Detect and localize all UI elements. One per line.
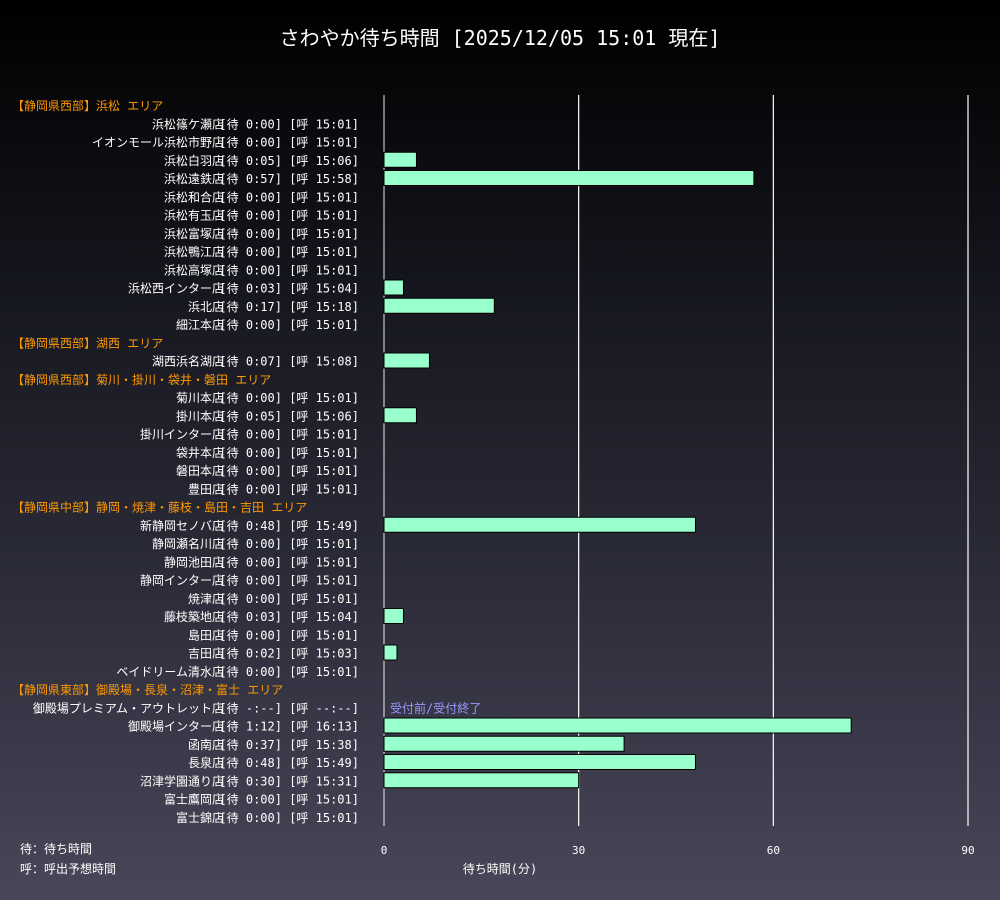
store-name: 掛川インター店 <box>140 427 224 442</box>
store-name: 浜松富塚店 <box>164 226 224 241</box>
store-wait-info: [待 0:00] [呼 15:01] <box>219 482 359 496</box>
store-wait-info: [待 0:00] [呼 15:01] <box>219 391 359 405</box>
chart-title: さわやか待ち時間 [2025/12/05 15:01 現在] <box>279 26 721 50</box>
x-tick-label-60: 60 <box>767 844 780 857</box>
store-name: 掛川本店 <box>176 408 224 423</box>
bar <box>383 516 696 533</box>
legend-wait: 待：待ち時間 <box>20 842 93 856</box>
store-name: 浜松和合店 <box>164 189 224 204</box>
store-name: 静岡池田店 <box>164 555 224 569</box>
legend-call: 呼：呼出予想時間 <box>20 862 117 876</box>
store-wait-info: [待 0:03] [呼 15:04] <box>219 282 359 296</box>
store-name: ベイドリーム清水店 <box>116 665 224 679</box>
store-name: 浜松有玉店 <box>164 209 224 223</box>
bar <box>383 170 755 186</box>
store-wait-info: [待 0:00] [呼 15:01] <box>219 136 359 150</box>
store-wait-info: [待 0:00] [呼 15:01] <box>219 793 359 807</box>
store-wait-info: [待 0:05] [呼 15:06] <box>219 154 359 168</box>
store-wait-info: [待 0:00] [呼 15:01] <box>219 555 359 569</box>
bar <box>383 644 398 661</box>
store-wait-info: [待 0:48] [呼 15:49] <box>219 519 359 533</box>
store-wait-info: [待 0:17] [呼 15:18] <box>219 300 359 314</box>
store-name: 吉田店 <box>188 647 224 661</box>
store-name: 静岡インター店 <box>140 574 224 588</box>
store-name: 富士錦店 <box>176 810 224 825</box>
store-wait-info: [待 0:00] [呼 15:01] <box>219 811 359 825</box>
store-name: 静岡瀬名川店 <box>152 536 224 551</box>
store-wait-info: [待 0:00] [呼 15:01] <box>219 117 359 131</box>
x-tick-label-0: 0 <box>381 844 388 857</box>
area-header: 【静岡県東部】御殿場・長泉・沼津・富士 エリア <box>12 682 283 697</box>
store-name: 御殿場インター店 <box>128 719 224 734</box>
area-header: 【静岡県西部】湖西 エリア <box>12 335 163 350</box>
bar <box>383 279 404 296</box>
store-wait-info: [待 0:00] [呼 15:01] <box>219 428 359 442</box>
store-wait-info: [待 0:48] [呼 15:49] <box>219 756 359 770</box>
store-name: 函南店 <box>188 737 224 752</box>
store-wait-info: [待 0:00] [呼 15:01] <box>219 574 359 588</box>
store-name: 浜松篠ケ瀬店 <box>152 116 224 131</box>
bar <box>383 297 495 314</box>
x-axis-label: 待ち時間(分) <box>462 862 538 876</box>
bar <box>383 608 404 624</box>
store-wait-info: [待 0:00] [呼 15:01] <box>219 665 359 679</box>
area-header: 【静岡県西部】菊川・掛川・袋井・磐田 エリア <box>12 372 271 387</box>
bar <box>383 772 580 789</box>
store-name: 藤枝築地店 <box>164 609 224 624</box>
store-wait-info: [待 0:00] [呼 15:01] <box>219 592 359 606</box>
bar <box>383 754 696 770</box>
store-name: 豊田店 <box>188 482 224 496</box>
store-wait-info: [待 0:07] [呼 15:08] <box>219 355 359 369</box>
store-wait-info: [待 0:00] [呼 15:01] <box>219 190 359 204</box>
store-name: 御殿場プレミアム・アウトレット店 <box>33 700 224 715</box>
store-name: 焼津店 <box>188 592 224 606</box>
area-header: 【静岡県西部】浜松 エリア <box>12 98 163 113</box>
store-wait-info: [待 -:--] [呼 --:--] <box>219 701 359 715</box>
store-name: 浜松鴨江店 <box>164 245 224 259</box>
store-wait-info: [待 0:02] [呼 15:03] <box>219 647 359 661</box>
bar <box>383 352 430 369</box>
store-wait-info: [待 0:57] [呼 15:58] <box>219 172 359 186</box>
area-header: 【静岡県中部】静岡・焼津・藤枝・島田・吉田 エリア <box>12 500 307 515</box>
bar <box>383 717 852 734</box>
store-name: 浜松白羽店 <box>164 153 224 168</box>
store-wait-info: [待 0:00] [呼 15:01] <box>219 263 359 277</box>
store-name: 浜松遠鉄店 <box>164 171 224 186</box>
store-name: 浜松西インター店 <box>128 282 224 296</box>
store-wait-info: [待 0:00] [呼 15:01] <box>219 209 359 223</box>
store-name: 磐田本店 <box>176 464 224 478</box>
bar <box>383 151 417 168</box>
bar <box>383 735 625 752</box>
store-name: 長泉店 <box>188 756 224 770</box>
bar <box>383 407 417 424</box>
store-name: 湖西浜名湖店 <box>152 354 224 369</box>
store-name: 沼津学園通り店 <box>140 773 224 788</box>
store-wait-info: [待 0:00] [呼 15:01] <box>219 464 359 478</box>
store-wait-info: [待 0:00] [呼 15:01] <box>219 446 359 460</box>
store-wait-info: [待 0:00] [呼 15:01] <box>219 537 359 551</box>
status-note: 受付前/受付終了 <box>390 700 481 715</box>
store-name: 袋井本店 <box>176 446 224 460</box>
store-name: 浜北店 <box>188 300 224 314</box>
store-name: 新静岡セノバ店 <box>140 518 224 533</box>
store-wait-info: [待 1:12] [呼 16:13] <box>219 720 359 734</box>
store-name: 富士鷹岡店 <box>164 792 224 807</box>
store-wait-info: [待 0:05] [呼 15:06] <box>219 409 359 423</box>
store-wait-info: [待 0:00] [呼 15:01] <box>219 227 359 241</box>
store-wait-info: [待 0:37] [呼 15:38] <box>219 738 359 752</box>
store-wait-info: [待 0:00] [呼 15:01] <box>219 628 359 642</box>
store-name: 島田店 <box>188 627 224 642</box>
store-wait-info: [待 0:00] [呼 15:01] <box>219 318 359 332</box>
store-name: 細江本店 <box>176 318 224 332</box>
store-name: 浜松高塚店 <box>164 262 224 277</box>
store-wait-info: [待 0:03] [呼 15:04] <box>219 610 359 624</box>
store-name: イオンモール浜松市野店 <box>92 135 224 150</box>
store-name: 菊川本店 <box>176 391 224 405</box>
x-tick-label-30: 30 <box>572 844 585 857</box>
x-tick-label-90: 90 <box>961 844 974 857</box>
store-wait-info: [待 0:00] [呼 15:01] <box>219 245 359 259</box>
store-wait-info: [待 0:30] [呼 15:31] <box>219 774 359 788</box>
